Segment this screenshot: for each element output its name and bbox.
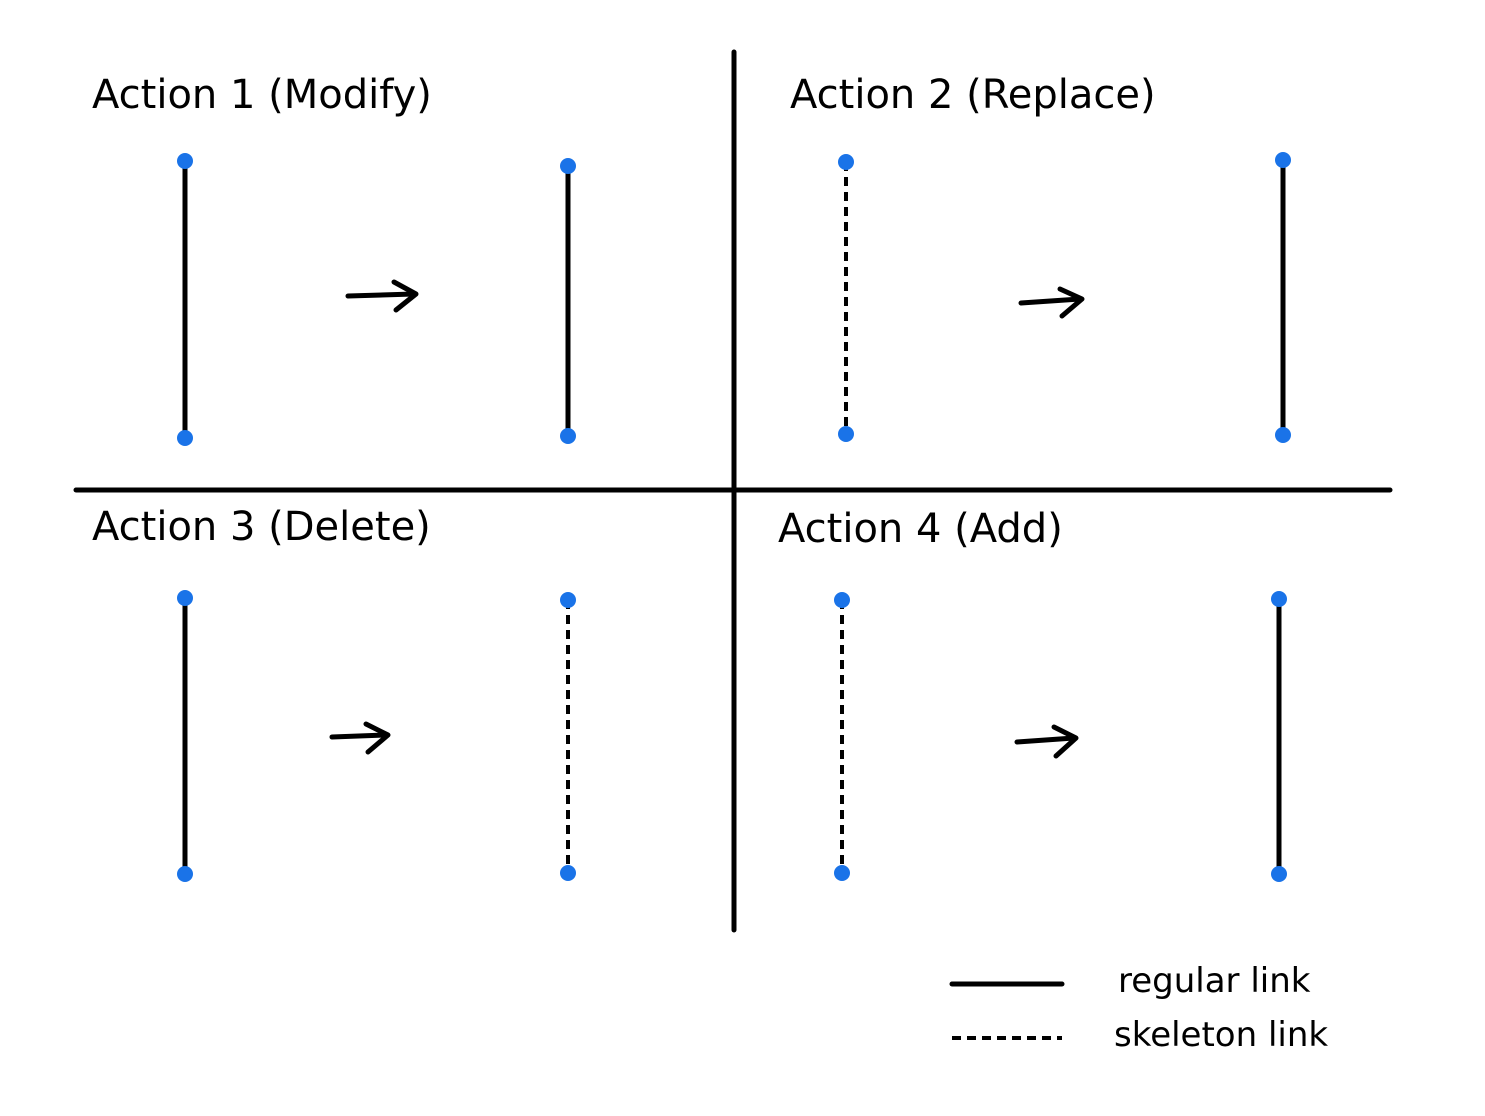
node-top: [560, 592, 576, 608]
panel-title: Action 2 (Replace): [790, 72, 1156, 118]
node-bottom: [1271, 866, 1287, 882]
panel-action-3: Action 3 (Delete): [92, 504, 576, 882]
node-top: [834, 592, 850, 608]
node-bottom: [177, 430, 193, 446]
link-after: [1275, 152, 1291, 443]
node-bottom: [834, 865, 850, 881]
arrow-icon: [1014, 724, 1079, 759]
node-top: [1275, 152, 1291, 168]
node-bottom: [1275, 427, 1291, 443]
link-before: [177, 153, 193, 446]
arrow-icon: [1018, 286, 1085, 319]
arrow-icon: [329, 721, 391, 755]
node-bottom: [177, 866, 193, 882]
legend: regular link skeleton link: [949, 961, 1328, 1055]
link-before: [177, 590, 193, 882]
link-after: [560, 592, 576, 881]
node-bottom: [838, 426, 854, 442]
node-top: [177, 153, 193, 169]
panel-title: Action 1 (Modify): [92, 72, 432, 118]
panel-action-2: Action 2 (Replace): [790, 72, 1291, 443]
panel-action-4: Action 4 (Add): [778, 506, 1287, 882]
link-after: [560, 158, 576, 444]
node-top: [838, 154, 854, 170]
link-before: [834, 592, 850, 881]
node-top: [560, 158, 576, 174]
link-before: [838, 154, 854, 442]
node-top: [177, 590, 193, 606]
node-bottom: [560, 865, 576, 881]
panel-title: Action 3 (Delete): [92, 504, 431, 550]
panel-title: Action 4 (Add): [778, 506, 1063, 552]
link-after: [1271, 591, 1287, 882]
panel-action-1: Action 1 (Modify): [92, 72, 576, 446]
node-bottom: [560, 428, 576, 444]
arrow-icon: [345, 279, 419, 313]
legend-regular-label: regular link: [1118, 961, 1311, 1001]
legend-skeleton-label: skeleton link: [1114, 1015, 1328, 1055]
node-top: [1271, 591, 1287, 607]
